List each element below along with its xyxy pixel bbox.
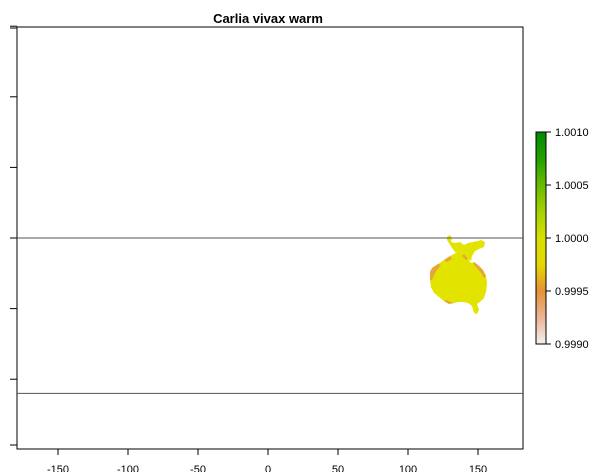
- x-axis: -150 -100 -50 0 50 100 150: [47, 448, 487, 472]
- raster-west-edge: [430, 264, 441, 280]
- legend-ticks: 1.0010 1.0005 1.0000 0.9995 0.9990: [546, 127, 589, 351]
- raster-east-edge: [474, 262, 486, 278]
- raster-south-edge: [444, 300, 454, 304]
- x-tick-label: 150: [469, 464, 487, 472]
- raster-north-edge: [462, 254, 468, 260]
- legend-tick-label: 1.0005: [555, 180, 589, 192]
- map-raster: [430, 235, 487, 314]
- x-tick-label: 100: [399, 464, 417, 472]
- x-tick-label: 50: [332, 464, 344, 472]
- legend-tick-label: 0.9990: [555, 339, 589, 351]
- legend-tick-label: 1.0000: [555, 233, 589, 245]
- raster-north: [447, 235, 485, 261]
- raster-northwest-edge: [444, 256, 452, 262]
- x-tick-label: -100: [117, 464, 139, 472]
- x-tick-label: -50: [190, 464, 206, 472]
- y-axis: [10, 25, 17, 446]
- raster-mainland: [430, 251, 487, 314]
- legend-tick-label: 0.9995: [555, 286, 589, 298]
- x-tick-label: -150: [47, 464, 69, 472]
- x-tick-label: 0: [265, 464, 271, 472]
- legend-tick-label: 1.0010: [555, 127, 589, 139]
- legend-colorbar: [535, 131, 547, 345]
- plot-title: Carlia vivax warm: [213, 11, 323, 26]
